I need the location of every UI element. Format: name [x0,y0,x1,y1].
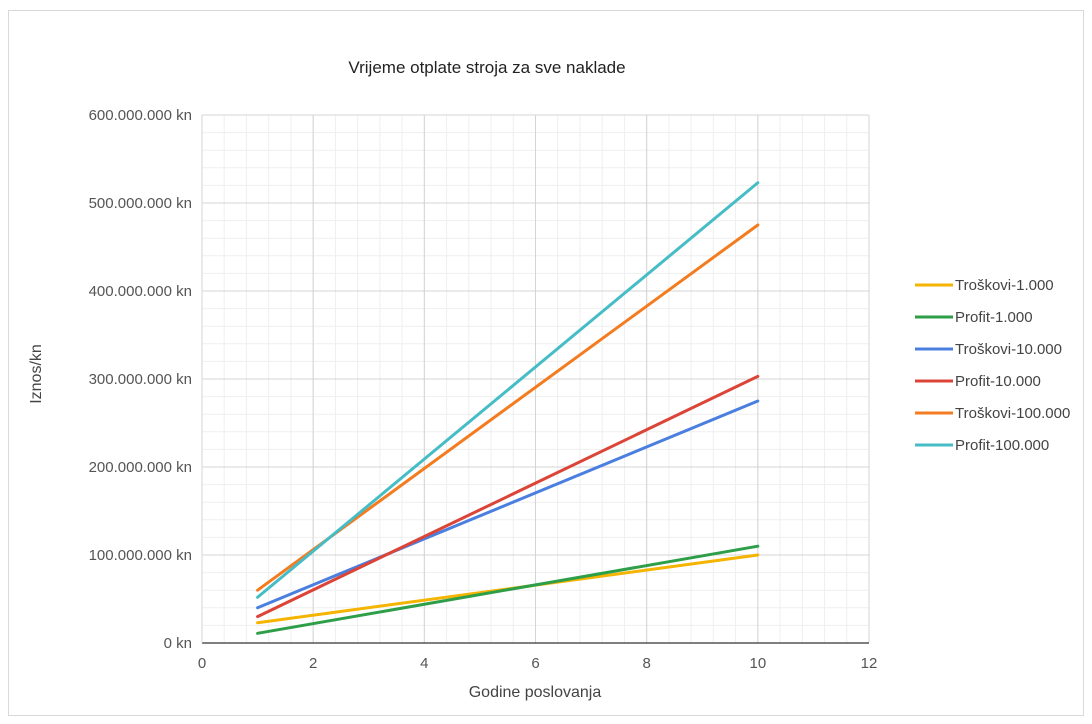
x-axis-label: Godine poslovanja [469,684,602,701]
legend-item-3: Troškovi-10.000 [915,341,1062,358]
chart-frame: 0 2 4 6 8 10 12 0 kn 100.000.000 kn 200.000.000 k… [8,10,1084,716]
y-tick-label: 400.000.000 kn [89,283,192,300]
x-tick-label: 4 [420,655,428,672]
tick-labels: 0 2 4 6 8 10 12 0 kn 100.000.000 kn 200.000.000 k… [89,107,878,672]
legend-label: Troškovi-100.000 [955,405,1070,422]
legend: Troškovi-1.000 Profit-1.000 Troškovi-10.00… [915,277,1070,454]
legend-item-4: Profit-10.000 [915,373,1041,390]
x-tick-label: 2 [309,655,317,672]
x-tick-label: 0 [198,655,206,672]
series-lines [256,181,760,635]
y-tick-label: 0 kn [164,635,192,652]
axes [201,115,869,644]
legend-item-2: Profit-1.000 [915,309,1033,326]
y-tick-label: 200.000.000 kn [89,459,192,476]
legend-label: Troškovi-10.000 [955,341,1062,358]
series-line-4 [256,374,760,619]
series-line-6 [256,181,760,599]
legend-label: Profit-10.000 [955,373,1041,390]
y-axis-label: Iznos/kn [28,344,45,404]
x-tick-label: 8 [642,655,650,672]
legend-label: Troškovi-1.000 [955,277,1054,294]
y-tick-label: 500.000.000 kn [89,195,192,212]
line-chart: 0 2 4 6 8 10 12 0 kn 100.000.000 kn 200.000.000 k… [28,58,1070,701]
series-line-3 [256,399,760,610]
major-gridlines [201,114,870,644]
x-tick-label: 12 [861,655,878,672]
legend-label: Profit-100.000 [955,437,1049,454]
legend-label: Profit-1.000 [955,309,1033,326]
y-tick-label: 600.000.000 kn [89,107,192,124]
x-tick-label: 10 [749,655,766,672]
legend-item-1: Troškovi-1.000 [915,277,1054,294]
legend-item-5: Troškovi-100.000 [915,405,1070,422]
x-tick-label: 6 [531,655,539,672]
chart-title: Vrijeme otplate stroja za sve naklade [348,58,625,77]
legend-item-6: Profit-100.000 [915,437,1049,454]
series-line-2 [256,544,760,635]
y-tick-label: 300.000.000 kn [89,371,192,388]
y-tick-label: 100.000.000 kn [89,547,192,564]
